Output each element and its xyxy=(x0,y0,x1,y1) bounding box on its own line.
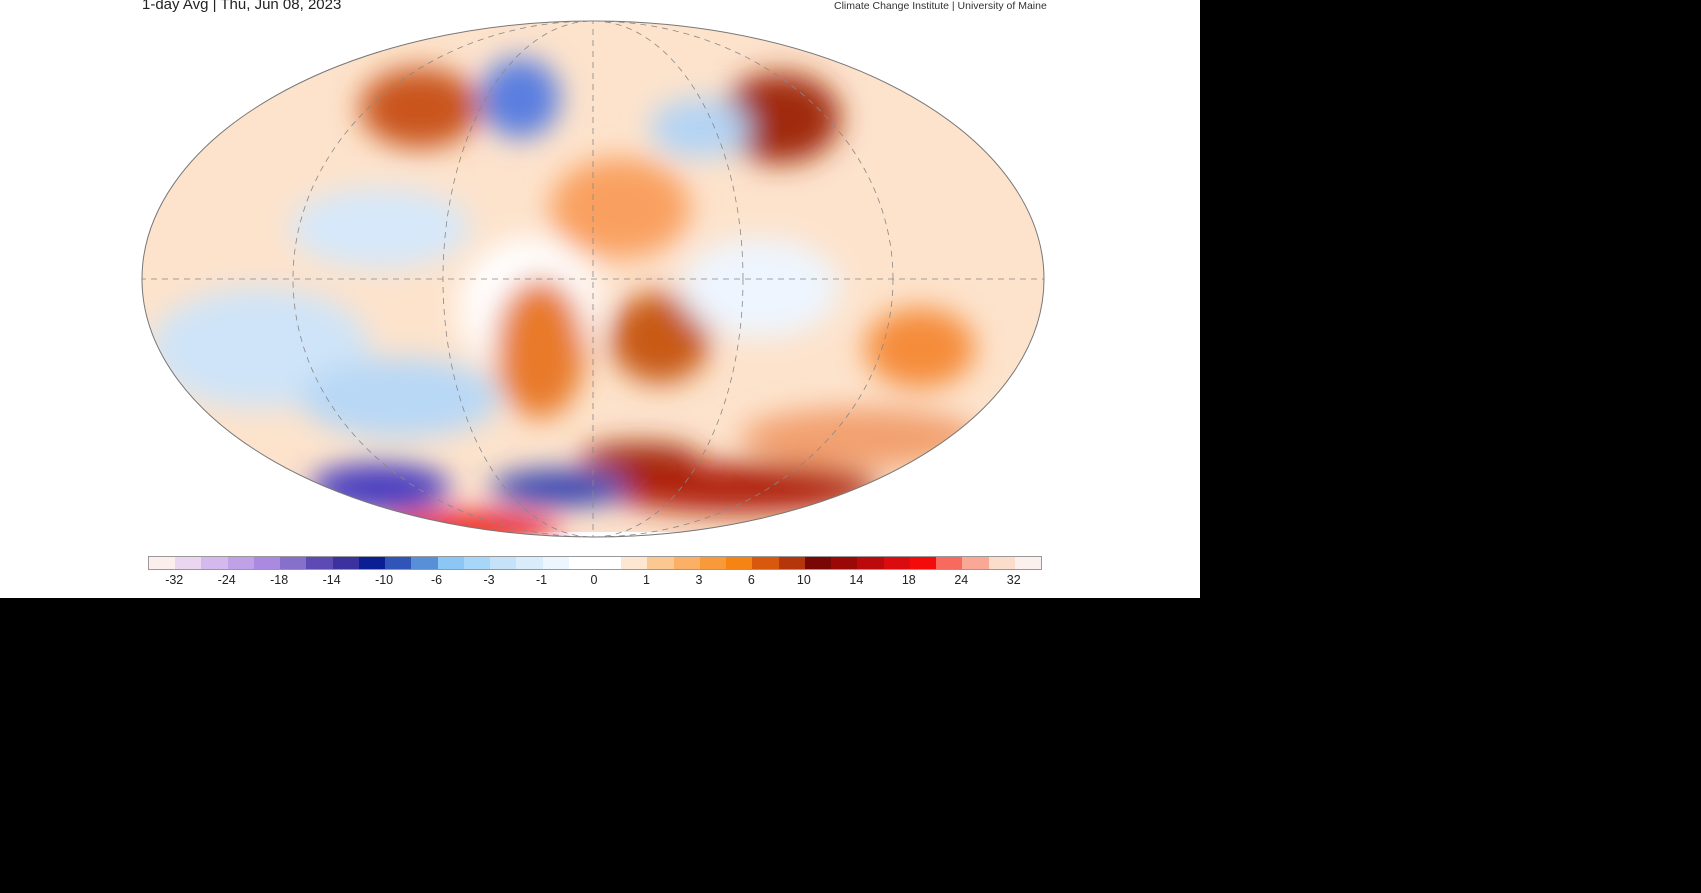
colorbar-swatch xyxy=(332,557,359,569)
figure-panel: 1-day Avg | Thu, Jun 08, 2023 Climate Ch… xyxy=(0,0,1200,598)
colorbar-tick-label: 0 xyxy=(590,573,598,587)
colorbar-swatch xyxy=(699,557,727,569)
colorbar-swatch xyxy=(1014,557,1041,569)
colorbar-swatch xyxy=(490,557,517,569)
colorbar-swatch xyxy=(752,557,779,569)
colorbar-swatch xyxy=(831,557,858,569)
colorbar-tick-label: 18 xyxy=(901,573,916,587)
colorbar-swatch xyxy=(988,557,1015,569)
colorbar-swatch xyxy=(463,557,491,569)
colorbar-swatch xyxy=(437,557,464,569)
colorbar-swatch xyxy=(778,557,805,569)
colorbar-swatch xyxy=(411,557,438,569)
credit-text: Climate Change Institute | University of… xyxy=(834,0,1047,12)
colorbar-swatch xyxy=(306,557,333,569)
colorbar-swatch xyxy=(253,557,281,569)
colorbar-swatch xyxy=(936,557,963,569)
colorbar-tick-label: -10 xyxy=(375,573,394,587)
colorbar-swatch xyxy=(280,557,307,569)
colorbar-tick-label: -32 xyxy=(165,573,184,587)
colorbar-tick-label: -3 xyxy=(483,573,495,587)
colorbar-swatch xyxy=(227,557,254,569)
colorbar-tick-label: 32 xyxy=(1006,573,1021,587)
colorbar-swatch xyxy=(568,557,595,569)
colorbar-swatch xyxy=(201,557,228,569)
colorbar-swatch xyxy=(909,557,937,569)
colorbar-tick-label: 3 xyxy=(695,573,703,587)
colorbar-tick-label: 10 xyxy=(796,573,811,587)
colorbar-swatch xyxy=(726,557,753,569)
colorbar-tick-label: -1 xyxy=(535,573,548,587)
colorbar-tick-label: -6 xyxy=(431,573,443,587)
colorbar xyxy=(148,556,1042,570)
colorbar-swatch xyxy=(594,557,622,569)
colorbar-swatch xyxy=(962,557,989,569)
colorbar-tick-label: 1 xyxy=(642,573,650,587)
colorbar-ticks: -32 -24 -18 -14 -10 -6 -3 -1 0 1 3 6 10 14 18 24 32 xyxy=(148,573,1040,589)
colorbar-swatch xyxy=(857,557,884,569)
map-title: 1-day Avg | Thu, Jun 08, 2023 xyxy=(142,0,342,13)
colorbar-swatch xyxy=(673,557,700,569)
colorbar-swatch xyxy=(358,557,386,569)
colorbar-swatch xyxy=(542,557,569,569)
colorbar-swatch xyxy=(516,557,543,569)
colorbar-swatch xyxy=(647,557,674,569)
colorbar-tick-label: 14 xyxy=(849,573,864,587)
temperature-anomaly-map xyxy=(141,20,1045,538)
colorbar-tick-label: -18 xyxy=(270,573,289,587)
colorbar-swatch xyxy=(149,557,176,569)
colorbar-tick-label: -24 xyxy=(217,573,236,587)
colorbar-swatch xyxy=(385,557,412,569)
colorbar-swatch xyxy=(621,557,648,569)
colorbar-tick-label: 24 xyxy=(954,573,969,587)
colorbar-tick-label: 6 xyxy=(747,573,755,587)
colorbar-swatch xyxy=(883,557,910,569)
colorbar-tick-label: -14 xyxy=(322,573,341,587)
colorbar-swatch xyxy=(804,557,832,569)
colorbar-swatch xyxy=(175,557,202,569)
